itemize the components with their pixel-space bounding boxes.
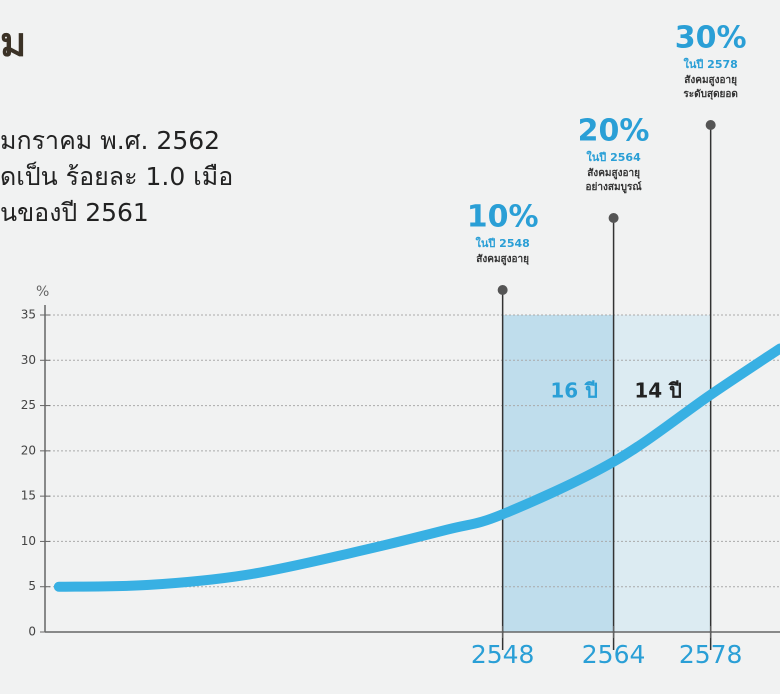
annotation-text: ระดับสุดยอด xyxy=(683,88,738,100)
annotation-year: ในปี 2564 xyxy=(586,150,641,164)
annotation-dot xyxy=(705,120,716,130)
annotation-text: สังคมสูงอายุ xyxy=(587,167,640,180)
body-line: ันของปี 2561 xyxy=(0,198,149,227)
body-line: มกราคม พ.ศ. 2562 xyxy=(0,126,220,155)
x-tick-label: 2548 xyxy=(471,640,535,669)
y-tick-label: 5 xyxy=(28,579,36,593)
annotation-text: อย่างสมบูรณ์ xyxy=(586,181,643,194)
y-tick-label: 15 xyxy=(21,489,36,503)
annotation-year: ในปี 2548 xyxy=(475,236,529,250)
y-tick-label: 30 xyxy=(21,353,36,367)
body-line: ดเป็น ร้อยละ 1.0 เมือ xyxy=(0,161,233,191)
annotation-dot xyxy=(608,213,619,223)
x-tick-label: 2564 xyxy=(582,640,646,669)
heading: ม xyxy=(0,20,26,66)
y-tick-label: 35 xyxy=(21,308,36,322)
y-tick-label: 10 xyxy=(21,534,36,548)
y-tick-label: 25 xyxy=(21,398,36,412)
annotation-year: ในปี 2578 xyxy=(683,57,737,71)
span-label: 14 ปี xyxy=(634,379,682,403)
y-tick-label: 20 xyxy=(21,443,36,457)
annotation-text: สังคมสูงอายุ xyxy=(476,253,529,266)
annotation-percent: 20% xyxy=(578,114,650,149)
y-axis-label: % xyxy=(36,284,49,300)
annotation-text: สังคมสูงอายุ xyxy=(684,74,737,87)
span-label: 16 ปี xyxy=(550,379,598,403)
span-band xyxy=(613,315,711,632)
annotation-dot xyxy=(497,285,508,295)
y-tick-label: 0 xyxy=(28,625,36,639)
x-tick-label: 2578 xyxy=(679,640,743,669)
annotation-percent: 30% xyxy=(675,21,747,56)
annotation-percent: 10% xyxy=(467,200,539,235)
data-line xyxy=(53,343,780,592)
